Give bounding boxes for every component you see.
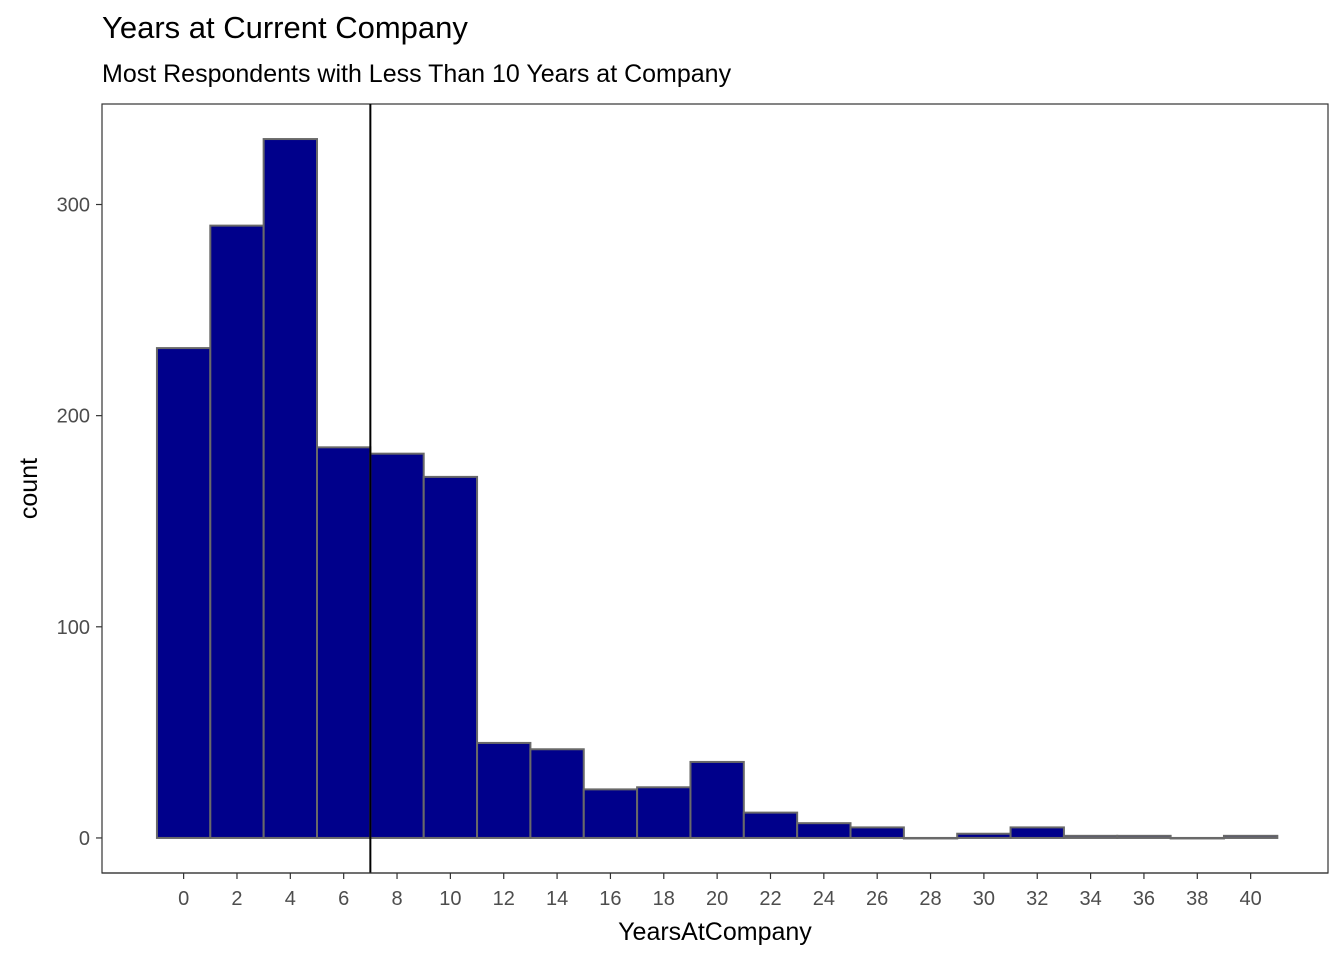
histogram-bar-5 [422,475,479,839]
x-tick-label: 2 [231,888,242,910]
y-tick-label: 0 [79,828,90,850]
x-tick-label: 32 [1026,888,1048,910]
histogram-bar-6 [476,741,532,839]
histogram-bar-10 [689,760,745,839]
x-tick-label: 18 [653,888,675,910]
histogram-bar-8 [582,788,639,839]
histogram-bar-16 [1009,826,1065,839]
histogram-bar-2 [262,138,319,839]
histogram-bar-1 [209,224,265,839]
x-tick-label: 40 [1240,888,1262,910]
x-tick-label: 20 [706,888,728,910]
histogram-bar-0 [155,347,212,839]
x-tick-label: 6 [338,888,349,910]
x-axis: 0 2 4 6 8 10 12 14 16 18 20 22 24 26 28 30 32 34 36 38 40 [102,872,1328,910]
x-tick-label: 34 [1079,888,1101,910]
histogram-bar-18 [1116,834,1172,839]
histogram-bar-20 [1222,834,1279,839]
histogram-bar-19 [1169,836,1225,840]
x-tick-label: 28 [919,888,941,910]
x-tick-label: 36 [1133,888,1155,910]
y-tick-label: 100 [57,617,90,639]
histogram-bar-9 [636,786,692,839]
x-tick-label: 0 [178,888,189,910]
x-tick-label: 10 [439,888,461,910]
x-tick-label: 14 [546,888,568,910]
x-tick-label: 24 [813,888,835,910]
x-tick-label: 12 [493,888,515,910]
x-tick-label: 30 [973,888,995,910]
x-axis-title: YearsAtCompany [618,918,812,946]
chart-subtitle: Most Respondents with Less Than 10 Years… [102,60,732,88]
histogram-bar-17 [1062,834,1119,839]
histogram-bar-11 [742,811,799,839]
histogram-bar-13 [849,826,905,839]
y-axis-title: count [15,458,43,519]
bars-group [155,138,1279,840]
x-tick-label: 16 [599,888,621,910]
histogram-bar-4 [369,452,425,839]
x-tick-label: 26 [866,888,888,910]
histogram-bar-7 [529,748,585,839]
histogram-bar-3 [316,446,372,839]
histogram-bar-14 [902,836,959,840]
y-tick-label: 300 [57,195,90,217]
x-tick-label: 38 [1186,888,1208,910]
histogram-bar-12 [796,822,852,839]
chart-title: Years at Current Company [102,10,468,45]
y-tick-label: 200 [57,406,90,428]
histogram-bar-15 [956,832,1012,839]
x-tick-label: 4 [285,888,296,910]
y-axis: 0 100 200 300 [57,195,102,850]
x-tick-label: 22 [759,888,781,910]
x-tick-label: 8 [391,888,402,910]
